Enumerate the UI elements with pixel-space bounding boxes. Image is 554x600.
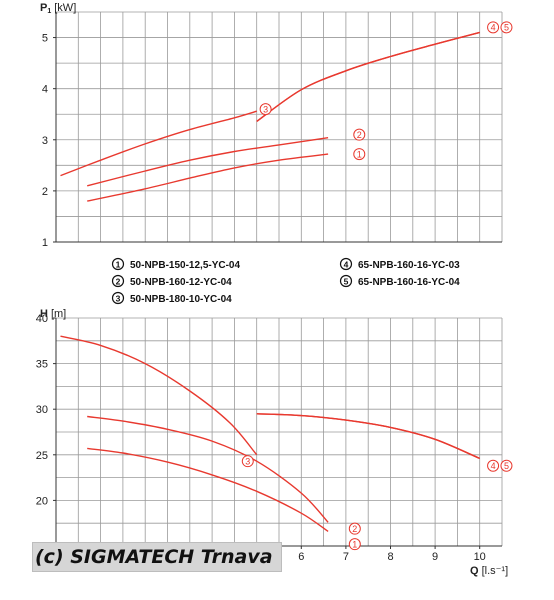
curve-65-npb-160-16-yc-04 xyxy=(256,413,480,460)
curve-50-npb-180-10-yc-04 xyxy=(60,110,257,177)
marker-circle xyxy=(500,21,513,34)
y-tick-label: 3 xyxy=(42,135,48,147)
curve-marker-4: 4 xyxy=(487,459,500,472)
curve-50-npb-160-12-yc-04 xyxy=(87,137,329,187)
x-axis-label-symbol: Q xyxy=(470,565,479,577)
curve-65-npb-160-16-yc-04 xyxy=(256,31,480,122)
y-axis-label-subscript: 1 xyxy=(47,8,51,15)
marker-label: 2 xyxy=(357,130,362,140)
legend-number: 3 xyxy=(116,293,121,303)
marker-label: 4 xyxy=(491,461,496,471)
legend-marker xyxy=(339,257,353,271)
y-tick-label: 35 xyxy=(36,359,48,371)
curve-marker-2: 2 xyxy=(353,128,366,141)
marker-circle xyxy=(348,538,361,551)
x-tick-label: 6 xyxy=(298,551,304,563)
marker-label: 1 xyxy=(352,539,357,549)
legend-number: 5 xyxy=(344,276,349,286)
curve-50-npb-150-12-5-yc-04 xyxy=(87,153,329,202)
marker-circle xyxy=(353,148,366,161)
legend-item-2: 2 50-NPB-160-12-YC-04 xyxy=(111,274,232,288)
curve-marker-1: 1 xyxy=(353,148,366,161)
legend-marker xyxy=(111,257,125,271)
curve-50-npb-150-12-5-yc-04 xyxy=(87,447,329,532)
marker-circle xyxy=(348,522,361,535)
y-tick-label: 2 xyxy=(42,186,48,198)
marker-circle xyxy=(241,455,254,468)
marker-circle xyxy=(500,459,513,472)
curve-50-npb-180-10-yc-04 xyxy=(60,335,258,456)
marker-label: 3 xyxy=(245,456,250,466)
curve-marker-1: 1 xyxy=(348,538,361,551)
watermark: (c) SIGMATECH Trnava xyxy=(32,542,282,572)
x-tick-label: 9 xyxy=(432,551,438,563)
legend-item-5: 5 65-NPB-160-16-YC-04 xyxy=(339,274,460,288)
marker-label: 1 xyxy=(357,149,362,159)
marker-circle xyxy=(353,128,366,141)
marker-label: 2 xyxy=(352,524,357,534)
legend-number: 4 xyxy=(344,259,349,269)
x-tick-label: 10 xyxy=(474,551,486,563)
legend-label: 50-NPB-180-10-YC-04 xyxy=(130,294,232,305)
x-axis-label: Q [l.s⁻¹] xyxy=(470,565,508,577)
marker-label: 5 xyxy=(504,23,509,33)
curve-marker-3: 3 xyxy=(259,103,272,116)
legend-label: 50-NPB-160-12-YC-04 xyxy=(130,277,232,288)
curve-marker-3: 3 xyxy=(241,455,254,468)
legend-label: 65-NPB-160-16-YC-03 xyxy=(358,260,460,271)
y-tick-label: 4 xyxy=(42,84,48,96)
legend-number: 1 xyxy=(116,259,121,269)
y-tick-label: 20 xyxy=(36,495,48,507)
curve-50-npb-160-12-yc-04 xyxy=(87,415,329,523)
curve-marker-5: 5 xyxy=(500,21,513,34)
marker-label: 5 xyxy=(504,461,509,471)
y-tick-label: 40 xyxy=(36,313,48,325)
marker-circle xyxy=(487,459,500,472)
grid xyxy=(55,317,503,547)
marker-circle xyxy=(487,21,500,34)
legend-label: 50-NPB-150-12,5-YC-04 xyxy=(130,260,240,271)
y-axis-label: H [m] xyxy=(40,308,66,320)
x-tick-label: 7 xyxy=(343,551,349,563)
curve-marker-2: 2 xyxy=(348,522,361,535)
legend-item-3: 3 50-NPB-180-10-YC-04 xyxy=(111,291,232,305)
x-tick-label: 8 xyxy=(387,551,393,563)
legend-marker xyxy=(339,274,353,288)
legend-marker xyxy=(111,291,125,305)
legend-marker xyxy=(111,274,125,288)
legend: 1 50-NPB-150-12,5-YC-04 2 50-NPB-160-12-YC-… xyxy=(111,257,460,305)
legend-item-4: 4 65-NPB-160-16-YC-03 xyxy=(339,257,460,271)
y-axis-label-symbol: P xyxy=(40,2,47,14)
curve-marker-4: 4 xyxy=(487,21,500,34)
legend-item-1: 1 50-NPB-150-12,5-YC-04 xyxy=(111,257,240,271)
legend-label: 65-NPB-160-16-YC-04 xyxy=(358,277,460,288)
marker-label: 3 xyxy=(263,104,268,114)
y-tick-label: 25 xyxy=(36,450,48,462)
y-axis-label: P1 [kW] xyxy=(40,2,76,15)
y-axis-label-unit: [m] xyxy=(51,308,66,320)
y-axis-label-symbol: H xyxy=(40,308,48,320)
marker-label: 4 xyxy=(491,23,496,33)
y-tick-label: 1 xyxy=(42,237,48,249)
y-tick-label: 30 xyxy=(36,404,48,416)
y-tick-label: 5 xyxy=(42,33,48,45)
grid xyxy=(55,11,503,243)
curve-marker-5: 5 xyxy=(500,459,513,472)
legend-number: 2 xyxy=(116,276,121,286)
x-axis-label-unit: [l.s⁻¹] xyxy=(482,565,509,577)
y-axis-label-unit: [kW] xyxy=(54,2,76,14)
marker-circle xyxy=(259,103,272,116)
